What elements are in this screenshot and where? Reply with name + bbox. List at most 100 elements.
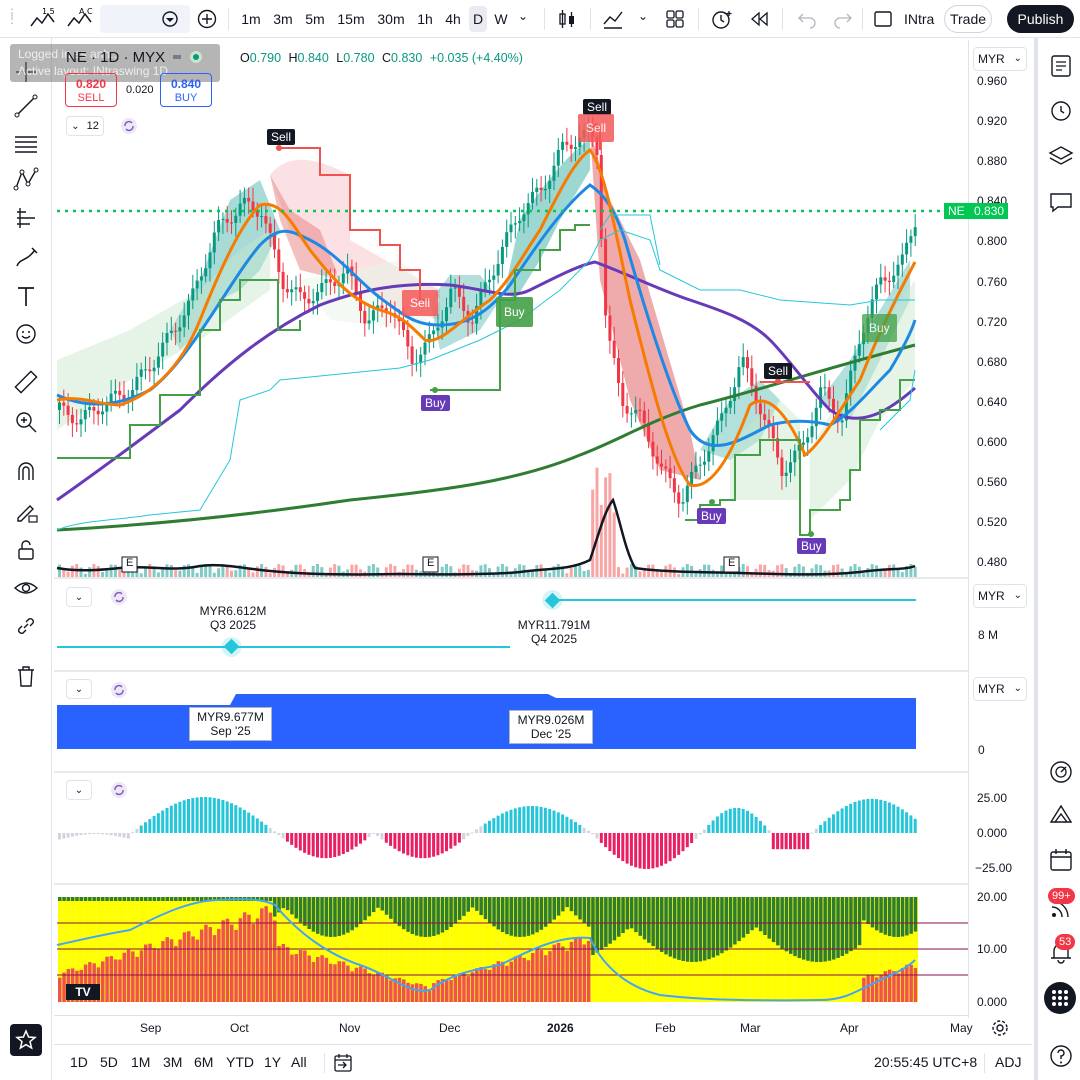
legend-menu-icon[interactable] <box>173 55 182 59</box>
range-ytd[interactable]: YTD <box>226 1054 254 1070</box>
alert-clock-icon[interactable] <box>710 7 734 31</box>
tradingview-logo[interactable]: TV <box>66 984 100 1000</box>
replay-icon[interactable] <box>749 8 771 30</box>
lock-pencil-icon[interactable] <box>12 498 40 526</box>
redo-icon[interactable] <box>832 8 854 30</box>
adx-bar <box>500 897 505 933</box>
osc-pane-collapse[interactable]: ⌄ <box>66 780 92 800</box>
compare-symbol-icon[interactable] <box>160 9 180 29</box>
adx-bar <box>870 897 875 928</box>
layers-icon[interactable] <box>1047 142 1075 170</box>
revenue-q4-marker[interactable] <box>544 592 561 609</box>
range-all[interactable]: All <box>291 1054 307 1070</box>
sync-icon[interactable] <box>120 117 138 135</box>
candle-type-icon[interactable] <box>556 8 578 30</box>
currency-select-main[interactable]: MYR ⌄ <box>973 47 1027 71</box>
adj-toggle[interactable]: ADJ <box>995 1054 1022 1070</box>
ruler-icon[interactable] <box>12 368 40 396</box>
eye-icon[interactable] <box>12 574 40 602</box>
zoom-in-icon[interactable] <box>12 408 40 436</box>
timeframe-15m[interactable]: 15m <box>337 11 365 27</box>
volume-bar <box>152 566 156 577</box>
indicators-dropdown-icon[interactable]: ⌄ <box>638 9 649 23</box>
timeframe-dropdown-icon[interactable]: ⌄ <box>518 9 529 23</box>
momentum-bar <box>212 797 216 833</box>
indicators-icon[interactable] <box>602 8 624 30</box>
adx-bar <box>513 956 518 1002</box>
range-1y[interactable]: 1Y <box>264 1054 282 1070</box>
adx-bar <box>113 959 118 1002</box>
fullscreen-box-icon[interactable] <box>872 8 894 30</box>
revenue-sync-icon[interactable] <box>110 588 128 606</box>
ideas-icon[interactable] <box>1047 802 1075 830</box>
forecast-icon[interactable] <box>12 204 40 232</box>
symbol-search-box[interactable] <box>100 5 190 33</box>
sell-button[interactable]: 0.820 SELL <box>65 73 117 107</box>
earnings-label-1[interactable]: E <box>126 557 134 569</box>
timeframe-1h[interactable]: 1h <box>417 11 433 27</box>
chart-canvas[interactable] <box>54 40 968 1015</box>
currency-select-revenue[interactable]: MYR ⌄ <box>973 584 1027 608</box>
publish-button[interactable]: Publish <box>1007 5 1074 33</box>
trend-line-icon[interactable] <box>12 92 40 120</box>
favorites-button[interactable] <box>10 1024 42 1056</box>
candle-body <box>518 221 522 224</box>
range-1m[interactable]: 1M <box>131 1054 151 1070</box>
link-icon[interactable] <box>12 612 40 640</box>
watchlist-icon[interactable] <box>1047 52 1075 80</box>
indicators-collapse-button[interactable]: ⌄ 12 <box>66 116 104 136</box>
calendar-icon[interactable] <box>1047 846 1075 874</box>
timeframe-w[interactable]: W <box>494 11 508 27</box>
timeframe-d[interactable]: D <box>469 6 487 32</box>
range-6m[interactable]: 6M <box>194 1054 214 1070</box>
help-icon[interactable] <box>1047 1042 1075 1070</box>
timeframe-1m[interactable]: 1m <box>241 11 261 27</box>
timeframe-4h[interactable]: 4h <box>445 11 461 27</box>
chat-icon[interactable] <box>1047 188 1075 216</box>
momentum-bar <box>341 833 345 855</box>
chart-settings-icon[interactable] <box>991 1019 1009 1037</box>
earnings-label-3[interactable]: E <box>728 557 736 569</box>
magnet-icon[interactable] <box>12 458 40 486</box>
timeframe-30m[interactable]: 30m <box>377 11 405 27</box>
trade-button[interactable]: Trade <box>944 5 992 33</box>
text-icon[interactable] <box>12 282 40 310</box>
indicator-templates-icon[interactable]: 1 5 A C <box>28 6 94 32</box>
adx-bar <box>767 897 771 939</box>
osc-sync-icon[interactable] <box>110 781 128 799</box>
clock-display[interactable]: 20:55:45 UTC+8 <box>874 1054 978 1070</box>
layout-name-button[interactable]: INtra <box>904 11 935 27</box>
undo-icon[interactable] <box>796 8 818 30</box>
range-5d[interactable]: 5D <box>100 1054 118 1070</box>
earnings-label-2[interactable]: E <box>427 557 435 569</box>
range-1d[interactable]: 1D <box>70 1054 88 1070</box>
legend-symbol[interactable]: NE · 1D · MYX <box>66 49 166 66</box>
speedometer-icon[interactable] <box>1047 758 1075 786</box>
add-symbol-icon[interactable] <box>196 8 218 30</box>
buy-button[interactable]: 0.840 BUY <box>160 73 212 107</box>
alarm-clock-icon[interactable] <box>1047 96 1075 124</box>
currency-select-income[interactable]: MYR ⌄ <box>973 677 1027 701</box>
horizontal-lines-icon[interactable] <box>12 130 40 158</box>
symbol-legend[interactable]: NE · 1D · MYX <box>66 49 202 66</box>
lock-icon[interactable] <box>12 536 40 564</box>
candle-body <box>531 192 534 204</box>
adx-bar <box>470 972 475 1002</box>
chevron-down-icon: ⌄ <box>74 785 84 796</box>
emoji-icon[interactable] <box>12 320 40 348</box>
revenue-pane-collapse[interactable]: ⌄ <box>66 587 92 607</box>
time-axis[interactable]: Sep Oct Nov Dec 2026 Feb Mar Apr May <box>54 1015 973 1043</box>
timeframe-5m[interactable]: 5m <box>305 11 325 27</box>
income-pane-collapse[interactable]: ⌄ <box>66 679 92 699</box>
go-to-date-icon[interactable] <box>332 1052 354 1074</box>
apps-grid-button[interactable] <box>1044 982 1076 1014</box>
pattern-icon[interactable] <box>12 166 40 194</box>
timeframe-3m[interactable]: 3m <box>273 11 293 27</box>
income-sync-icon[interactable] <box>110 681 128 699</box>
trash-icon[interactable] <box>12 662 40 690</box>
range-3m[interactable]: 3M <box>163 1054 183 1070</box>
brush-icon[interactable] <box>12 244 40 272</box>
drag-handle-icon[interactable]: ⋮ ⋮ <box>6 6 18 26</box>
revenue-q3-marker[interactable] <box>223 638 240 655</box>
layouts-grid-icon[interactable] <box>664 8 686 30</box>
